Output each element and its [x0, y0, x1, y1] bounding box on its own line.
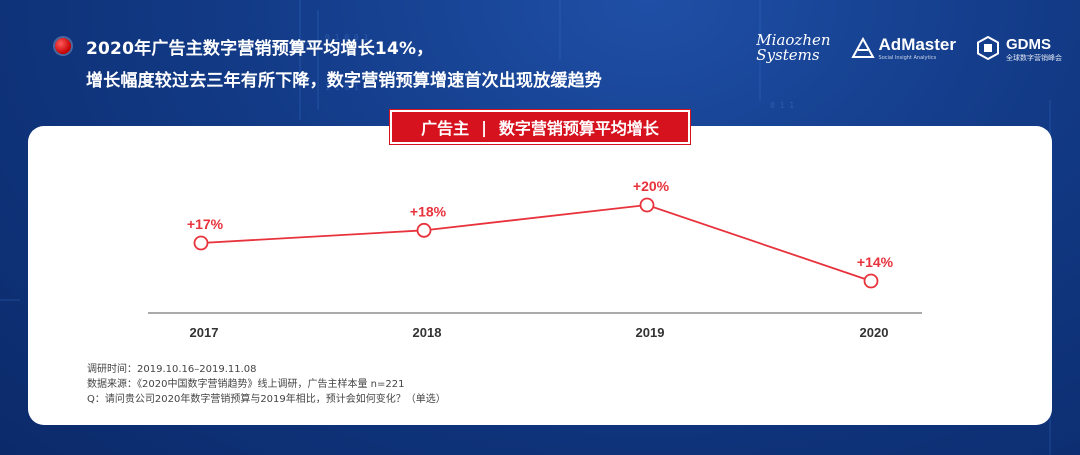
- admaster-logo: AdMaster Social Insight Analytics: [850, 35, 956, 61]
- data-label: +17%: [187, 216, 224, 232]
- x-tick-label: 2017: [190, 325, 219, 340]
- data-point: [416, 222, 432, 238]
- chart-title-left: 广告主: [421, 119, 470, 138]
- headline-line-1: 2020年广告主数字营销预算平均增长14%，: [86, 39, 434, 59]
- data-point: [639, 197, 655, 213]
- x-tick-label: 2019: [636, 325, 665, 340]
- admaster-tagline: Social Insight Analytics: [878, 55, 937, 61]
- x-tick-label: 2020: [860, 325, 889, 340]
- data-label: +18%: [410, 203, 447, 219]
- footnotes: 调研时间：2019.10.16–2019.11.08 数据来源：《2020中国数…: [87, 362, 446, 407]
- miaozhen-logo-line1: Miaozhen: [756, 31, 831, 49]
- miaozhen-logo: Miaozhen Systems: [756, 33, 830, 63]
- header-bullet: [55, 38, 71, 54]
- gdms-logo-subtitle: 全球数字营销峰会: [1006, 53, 1062, 62]
- admaster-logo-text: AdMaster: [878, 35, 956, 54]
- chart-title-right: 数字营销预算平均增长: [498, 119, 659, 138]
- admaster-mark-icon: [850, 37, 875, 58]
- data-point: [193, 235, 209, 251]
- data-point: [863, 273, 879, 289]
- series-line: [200, 204, 872, 282]
- data-label: +14%: [857, 254, 894, 270]
- chart-title: 广告主 | 数字营销预算平均增长: [390, 110, 690, 144]
- note-survey-time: 调研时间：2019.10.16–2019.11.08: [87, 364, 257, 375]
- gdms-logo-text: GDMS: [1006, 35, 1051, 53]
- partner-logos: Miaozhen Systems AdMaster Social Insight…: [756, 28, 1062, 68]
- gdms-logo: GDMS 全球数字营销峰会: [976, 34, 1062, 63]
- headline-line-2: 增长幅度较过去三年有所下降，数字营销预算增速首次出现放缓趋势: [86, 71, 602, 91]
- x-tick-label: 2018: [413, 325, 442, 340]
- chart-card: [28, 126, 1052, 425]
- gdms-mark-icon: [977, 36, 999, 60]
- note-source: 数据来源：《2020中国数字营销趋势》线上调研，广告主样本量 n=221: [87, 379, 405, 390]
- data-label: +20%: [633, 178, 670, 194]
- note-question: Q：请问贵公司2020年数字营销预算与2019年相比，预计会如何变化？（单选）: [87, 394, 446, 405]
- miaozhen-logo-line2: Systems: [756, 46, 820, 64]
- chart-title-separator: |: [481, 117, 487, 137]
